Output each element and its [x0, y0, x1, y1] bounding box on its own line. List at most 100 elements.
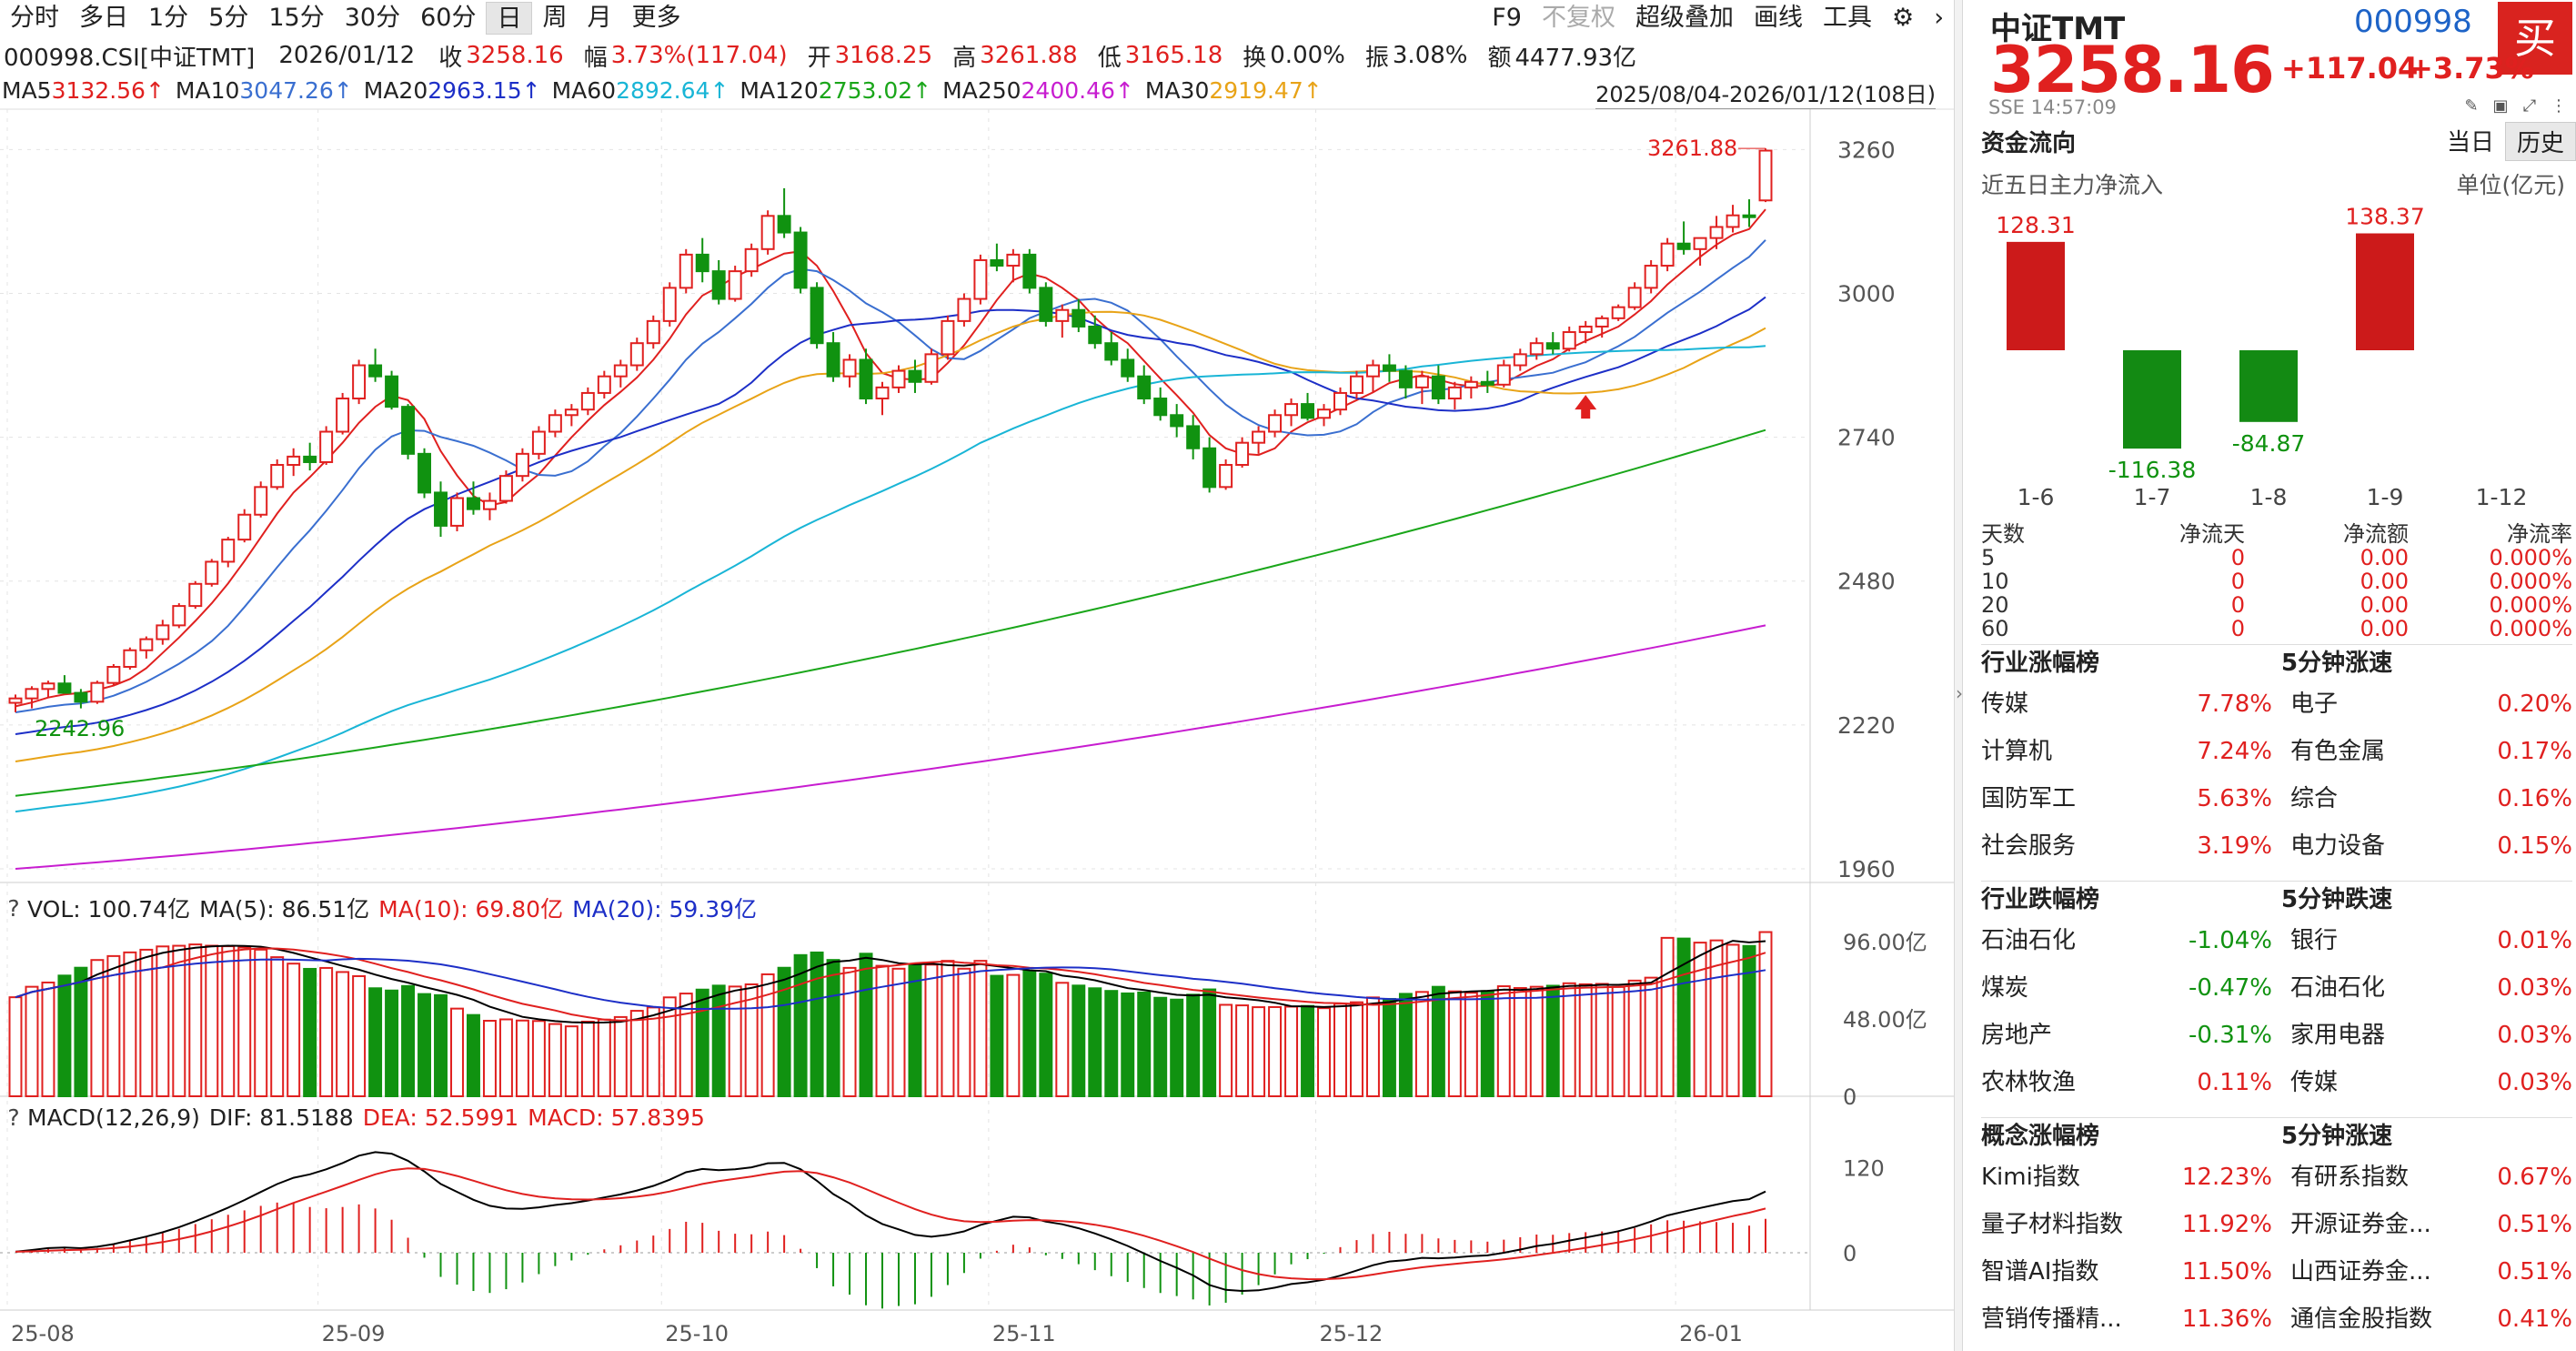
period-tab-6[interactable]: 60分 — [420, 4, 477, 32]
volume-bar — [1431, 985, 1445, 1098]
ma-legend-value-5: 2400.46↑ — [1021, 76, 1134, 104]
volume-bar — [744, 983, 759, 1098]
fund-flow-title: 资金流向 — [1981, 129, 2077, 157]
ranking-name-2[interactable]: 石油石化 — [2290, 974, 2386, 1002]
ranking-title-2[interactable]: 5分钟跌速 — [2281, 886, 2393, 913]
edit-icon[interactable]: ✎ — [2464, 96, 2479, 116]
ranking-row[interactable]: 国防军工 5.63% 综合 0.16% — [1981, 775, 2572, 822]
ranking-name[interactable]: 国防军工 — [1981, 785, 2077, 812]
ma-legend-label-3: MA60 — [551, 76, 617, 104]
ranking-name[interactable]: 社会服务 — [1981, 832, 2077, 860]
ranking-row[interactable]: 智谱AI指数 11.50% 山西证券金... 0.51% — [1981, 1248, 2572, 1296]
toolbar-item-1[interactable]: 不复权 — [1541, 4, 1615, 32]
open-value: 3168.25 — [834, 42, 933, 69]
ranking-title[interactable]: 行业涨幅榜 — [1981, 650, 2100, 677]
vol-ma10-line — [15, 947, 1766, 1022]
macd-title: MACD(12,26,9) — [27, 1104, 200, 1131]
ranking-name[interactable]: 量子材料指数 — [1981, 1211, 2124, 1238]
ranking-name-2[interactable]: 有研系指数 — [2290, 1164, 2410, 1191]
collapse-arrow-icon[interactable]: › — [1956, 682, 1963, 704]
period-tab-10[interactable]: 更多 — [631, 4, 681, 32]
ranking-row[interactable]: 房地产 -0.31% 家用电器 0.03% — [1981, 1012, 2572, 1059]
ranking-name[interactable]: 营销传播精... — [1981, 1306, 2122, 1333]
fund-flow-tab-1[interactable]: 历史 — [2504, 121, 2576, 161]
ranking-name[interactable]: 计算机 — [1981, 738, 2053, 765]
ranking-row[interactable]: 传媒 7.78% 电子 0.20% — [1981, 681, 2572, 728]
buy-button[interactable]: 买 — [2498, 2, 2572, 75]
ranking-title-2[interactable]: 5分钟涨速 — [2281, 1123, 2393, 1150]
ranking-name-2[interactable]: 开源证券金... — [2290, 1211, 2431, 1238]
fund-flow-tab-0[interactable]: 当日 — [2446, 128, 2494, 156]
ma-legend-value-6: 2919.47↑ — [1209, 76, 1323, 104]
candle — [515, 448, 529, 482]
volume-bar — [8, 996, 23, 1097]
ranking-name-2[interactable]: 电力设备 — [2290, 832, 2386, 860]
ranking-row[interactable]: 煤炭 -0.47% 石油石化 0.03% — [1981, 964, 2572, 1012]
volume-bar — [1268, 1005, 1283, 1097]
lock-icon[interactable]: ▣ — [2492, 96, 2509, 116]
ranking-name-2[interactable]: 电子 — [2290, 691, 2339, 718]
ma-line-250 — [15, 624, 1766, 870]
candle — [1562, 326, 1576, 352]
ranking-row[interactable]: 石油石化 -1.04% 银行 0.01% — [1981, 917, 2572, 964]
ranking-name-2[interactable]: 山西证券金... — [2290, 1258, 2431, 1285]
ranking-title[interactable]: 行业跌幅榜 — [1981, 886, 2100, 913]
ranking-row[interactable]: 量子材料指数 11.92% 开源证券金... 0.51% — [1981, 1201, 2572, 1248]
help-icon[interactable]: ? — [7, 1104, 20, 1131]
ranking-name[interactable]: 石油石化 — [1981, 927, 2077, 954]
candle — [41, 681, 55, 698]
period-tab-1[interactable]: 多日 — [79, 4, 128, 32]
ranking-name-2[interactable]: 通信金股指数 — [2290, 1306, 2433, 1333]
candle — [1055, 304, 1070, 338]
toolbar-item-0[interactable]: F9 — [1492, 4, 1522, 32]
ranking-name-2[interactable]: 有色金属 — [2290, 738, 2386, 765]
ranking-row[interactable]: 农林牧渔 0.11% 传媒 0.03% — [1981, 1059, 2572, 1106]
period-tab-9[interactable]: 月 — [587, 4, 612, 32]
volume-bar — [1170, 998, 1184, 1097]
fund-flow-bar — [2239, 350, 2298, 422]
ranking-name[interactable]: 房地产 — [1981, 1022, 2053, 1049]
ranking-name-2[interactable]: 家用电器 — [2290, 1022, 2386, 1049]
ranking-row[interactable]: 计算机 7.24% 有色金属 0.17% — [1981, 728, 2572, 775]
ranking-title[interactable]: 概念涨幅榜 — [1981, 1123, 2100, 1150]
period-tab-0[interactable]: 分时 — [10, 4, 59, 32]
volume-bar — [1104, 990, 1119, 1097]
kline-chart[interactable]: 3260 3000 2740 2480 2220 1960 25-08 25-09 25-10 2… — [0, 0, 1954, 1351]
volume-bar — [1414, 991, 1429, 1098]
period-tab-3[interactable]: 5分 — [208, 4, 249, 32]
ranking-name-2[interactable]: 银行 — [2290, 927, 2339, 954]
ranking-row[interactable]: 社会服务 3.19% 电力设备 0.15% — [1981, 822, 2572, 870]
ranking-name-2[interactable]: 传媒 — [2290, 1069, 2339, 1096]
help-icon[interactable]: ? — [7, 894, 20, 922]
ranking-title-2[interactable]: 5分钟涨速 — [2281, 650, 2393, 677]
more-icon[interactable]: ⋮ — [2551, 96, 2567, 116]
ranking-name[interactable]: 煤炭 — [1981, 974, 2029, 1002]
ranking-name[interactable]: 传媒 — [1981, 691, 2029, 718]
period-tab-7[interactable]: 日 — [486, 2, 533, 35]
gear-icon[interactable]: ⚙ — [1891, 4, 1915, 32]
ranking-name-2[interactable]: 综合 — [2290, 785, 2339, 812]
expand-icon[interactable]: ⤢ — [2522, 96, 2537, 116]
ranking-row[interactable]: Kimi指数 12.23% 有研系指数 0.67% — [1981, 1154, 2572, 1201]
toolbar-item-2[interactable]: 超级叠加 — [1635, 4, 1734, 32]
period-tab-4[interactable]: 15分 — [268, 4, 325, 32]
period-tab-2[interactable]: 1分 — [148, 4, 189, 32]
ma-legend-label-2: MA20 — [363, 76, 428, 104]
toolbar-item-3[interactable]: 画线 — [1753, 4, 1803, 32]
ranking-name[interactable]: 智谱AI指数 — [1981, 1258, 2099, 1285]
index-name: 中证TMT — [1990, 11, 2126, 47]
period-tab-8[interactable]: 周 — [542, 4, 568, 32]
chevron-right-icon[interactable]: › — [1934, 4, 1944, 32]
macd-dif-line — [15, 1151, 1766, 1293]
ranking-row[interactable]: 营销传播精... 11.36% 通信金股指数 0.41% — [1981, 1296, 2572, 1343]
ranking-name[interactable]: 农林牧渔 — [1981, 1069, 2077, 1096]
ranking-name[interactable]: Kimi指数 — [1981, 1164, 2080, 1191]
table-cell: 0.000% — [2489, 545, 2572, 570]
fund-flow-bar — [2123, 350, 2181, 449]
date-range-selector[interactable]: 2025/08/04-2026/01/12(108日) — [1595, 76, 1936, 109]
toolbar-item-4[interactable]: 工具 — [1822, 4, 1872, 32]
panel-splitter[interactable]: › — [1954, 0, 1963, 1351]
period-tab-5[interactable]: 30分 — [344, 4, 401, 32]
close-label: 收 — [438, 44, 463, 72]
volume-bar — [237, 946, 252, 1098]
